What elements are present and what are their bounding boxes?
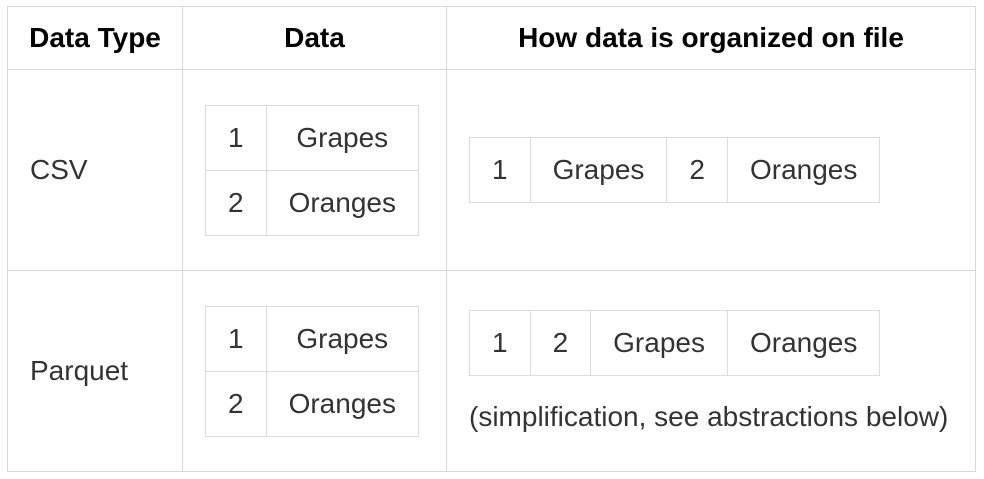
file-layout-cell: Oranges <box>726 137 881 203</box>
table-row: 1 Grapes <box>205 104 419 171</box>
file-layout-cell: 2 <box>529 309 592 376</box>
table-row: 1 Grapes <box>205 305 419 372</box>
file-layout-cell: Oranges <box>726 309 881 376</box>
header-file-organization: How data is organized on file <box>446 6 976 70</box>
parquet-file-layout-cell: 1 2 Grapes Oranges (simplification, see … <box>446 270 976 472</box>
table-row: 2 Oranges <box>205 370 419 437</box>
file-layout-cell: 2 <box>666 137 728 203</box>
table-row: 1 Grapes 2 Oranges <box>469 137 881 203</box>
format-comparison-table: Data Type Data How data is organized on … <box>7 6 976 472</box>
data-cell: Oranges <box>265 169 419 236</box>
parquet-data-cell: 1 Grapes 2 Oranges <box>182 270 447 472</box>
data-cell: Grapes <box>265 305 419 372</box>
table-row: 1 2 Grapes Oranges <box>469 309 881 376</box>
table-row-csv: CSV 1 Grapes 2 Oranges 1 <box>7 69 976 271</box>
csv-file-layout-cell: 1 Grapes 2 Oranges <box>446 69 976 271</box>
table-row-parquet: Parquet 1 Grapes 2 Oranges 1 <box>7 270 976 472</box>
file-layout-cell: Grapes <box>529 137 668 203</box>
data-cell: 1 <box>205 305 267 372</box>
simplification-note: (simplification, see abstractions below) <box>469 400 949 432</box>
data-cell: Oranges <box>265 370 419 437</box>
file-layout-cell: 1 <box>469 309 531 376</box>
csv-data-table: 1 Grapes 2 Oranges <box>205 104 419 236</box>
row-label-parquet: Parquet <box>7 270 183 472</box>
parquet-file-layout-table: 1 2 Grapes Oranges <box>469 309 881 376</box>
row-label-csv: CSV <box>7 69 183 271</box>
data-cell: 2 <box>205 169 267 236</box>
csv-file-layout-table: 1 Grapes 2 Oranges <box>469 137 881 203</box>
file-layout-cell: 1 <box>469 137 531 203</box>
data-cell: 1 <box>205 104 267 171</box>
parquet-data-table: 1 Grapes 2 Oranges <box>205 305 419 437</box>
header-data-type: Data Type <box>7 6 183 70</box>
header-data: Data <box>182 6 447 70</box>
data-cell: 2 <box>205 370 267 437</box>
file-layout-cell: Grapes <box>590 309 728 376</box>
table-row: 2 Oranges <box>205 169 419 236</box>
header-row: Data Type Data How data is organized on … <box>7 6 976 70</box>
data-cell: Grapes <box>265 104 419 171</box>
csv-data-cell: 1 Grapes 2 Oranges <box>182 69 447 271</box>
